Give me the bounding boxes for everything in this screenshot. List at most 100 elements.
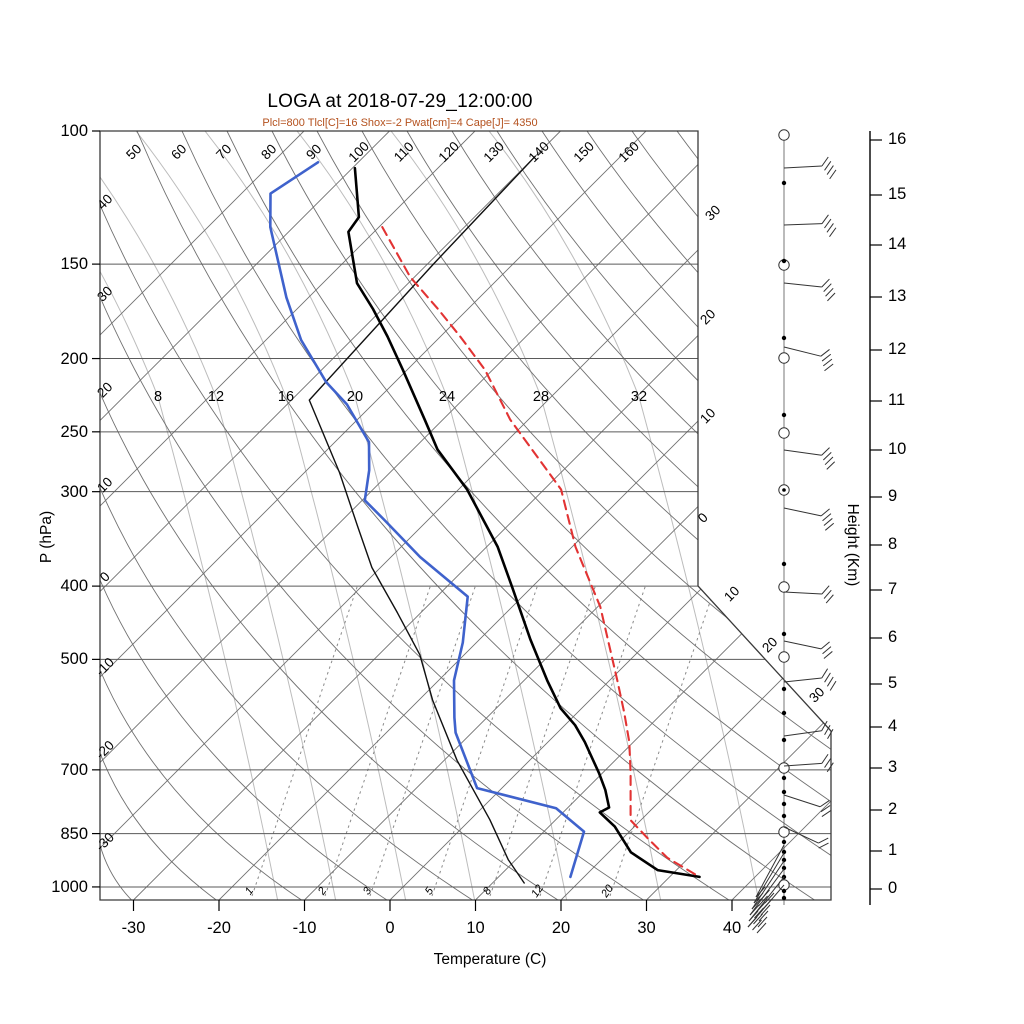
wind-level-dot	[781, 789, 787, 795]
mixing-ratio-label: 20	[599, 882, 617, 900]
isotherm-label-right: 20	[759, 634, 780, 655]
height-tick-label: 0	[888, 879, 898, 897]
height-tick-label: 3	[888, 758, 898, 776]
pressure-tick-label: 1000	[51, 877, 88, 896]
wind-level-circle	[778, 129, 790, 141]
dry-adiabat-label-top: 50	[123, 141, 144, 162]
temperature-tick-label: -20	[207, 919, 231, 937]
wind-level-dot	[781, 561, 787, 567]
height-tick-label: 6	[888, 628, 898, 646]
isotherm-line	[389, 131, 831, 900]
theta-e-label: 24	[439, 389, 455, 405]
wind-barb	[783, 156, 837, 180]
temperature-tick-label: -30	[121, 919, 146, 937]
dry-adiabat-line	[100, 579, 391, 900]
isotherm-line	[100, 131, 561, 900]
wind-barb	[783, 720, 834, 740]
height-tick-label: 7	[888, 580, 898, 598]
pressure-tick-label: 200	[60, 349, 88, 368]
surface-wind-barb	[748, 876, 785, 928]
wind-level-dot	[781, 839, 787, 845]
wind-level-circle	[778, 762, 790, 774]
moist-adiabat-line	[135, 131, 407, 900]
pressure-tick-label: 300	[60, 482, 88, 501]
wind-barb	[783, 278, 836, 302]
wind-level-dot	[781, 775, 787, 781]
height-tick-label: 16	[888, 130, 907, 148]
dry-adiabat-label-top: 120	[436, 139, 463, 166]
wind-level-dot	[781, 857, 787, 863]
isotherm-line	[100, 131, 732, 900]
mixing-ratio-line	[369, 585, 476, 897]
moist-adiabat-line	[100, 131, 279, 900]
axes-ticks	[92, 130, 882, 911]
wind-level-dot	[781, 686, 787, 692]
wind-level-dot	[781, 801, 787, 807]
wind-level-dot	[781, 710, 787, 716]
dry-adiabat-line	[586, 131, 831, 900]
pressure-tick-label: 250	[60, 422, 88, 441]
dry-adiabat-line	[226, 131, 831, 900]
dry-adiabat-label-top: 130	[481, 139, 508, 166]
dry-adiabat-line	[100, 487, 476, 900]
dry-adiabat-label-left: 20	[94, 379, 115, 400]
mixing-ratio-label: 1	[243, 885, 256, 897]
wind-barb	[783, 447, 836, 470]
mixing-ratio-label: 12	[529, 883, 546, 900]
dewpoint-curve	[269, 161, 586, 879]
wind-level-circle	[778, 651, 790, 663]
dry-adiabat-label-left: 0	[97, 569, 113, 585]
isotherm-label-right: 10	[697, 405, 718, 426]
height-axis-title: Height (Km)	[844, 503, 861, 587]
isotherm-line	[100, 131, 818, 900]
isotherm-line	[133, 131, 831, 900]
isotherm-label-right: 10	[721, 583, 742, 604]
moist-adiabat-line	[296, 131, 568, 900]
dry-adiabat-line	[496, 131, 831, 900]
temperature-tick-label: 20	[551, 919, 571, 937]
wind-level-circle	[778, 826, 790, 838]
dry-adiabat-line	[100, 204, 733, 900]
theta-e-label: 12	[208, 389, 224, 405]
height-tick-label: 8	[888, 535, 898, 553]
dry-adiabat-line	[316, 131, 831, 900]
isotherm-line	[731, 131, 831, 900]
height-tick-label: 1	[888, 841, 898, 859]
height-tick-label: 14	[888, 235, 907, 253]
dry-adiabat-line	[100, 844, 134, 900]
wind-level-dot	[781, 335, 787, 341]
sounding-profiles	[269, 155, 701, 884]
dry-adiabat-line	[181, 131, 831, 900]
isotherm-line	[100, 131, 476, 900]
pressure-tick-label: 850	[60, 824, 88, 843]
chart-title: LOGA at 2018-07-29_12:00:00	[267, 91, 533, 112]
dry-adiabat-line	[406, 131, 831, 900]
temperature-tick-label: 40	[722, 919, 742, 937]
temperature-tick-label: 30	[637, 919, 656, 937]
dry-adiabat-line	[100, 752, 220, 900]
wind-level-dot	[781, 412, 787, 418]
temperature-axis-title: Temperature (C)	[433, 951, 547, 968]
height-tick-label: 9	[888, 487, 898, 505]
dry-adiabat-label-left: -10	[93, 655, 117, 679]
wind-barb	[783, 507, 835, 531]
moist-adiabat-line	[488, 131, 760, 900]
wind-level-dot	[781, 895, 787, 901]
wind-level-circle-dot	[782, 488, 786, 492]
isotherm-line	[100, 131, 305, 900]
dry-adiabat-label-top: 150	[571, 139, 598, 166]
dry-adiabat-line	[271, 131, 831, 900]
dry-adiabat-line	[100, 392, 562, 900]
height-tick-label: 2	[888, 800, 898, 818]
isotherm-line	[475, 131, 831, 900]
mixing-ratio-line	[489, 585, 596, 897]
isotherm-label-right: 20	[697, 306, 718, 327]
temperature-tick-label: -10	[292, 919, 317, 937]
wind-barb	[783, 640, 833, 659]
pressure-tick-label: 700	[60, 760, 88, 779]
wind-level-dot	[781, 888, 787, 894]
pressure-tick-label: 400	[60, 577, 88, 596]
wind-level-circle	[778, 352, 790, 364]
